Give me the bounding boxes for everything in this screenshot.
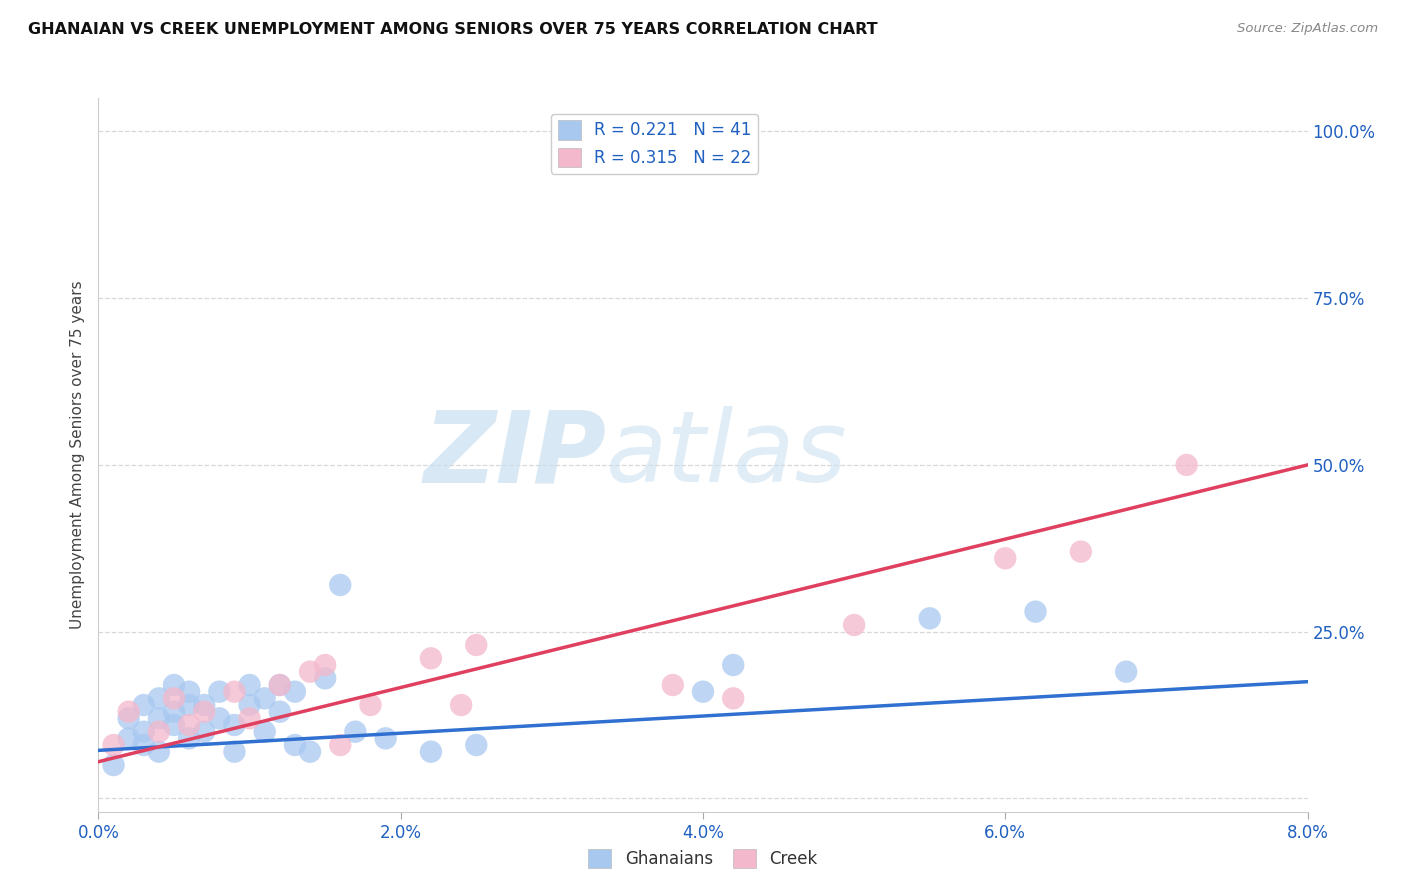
Point xyxy=(359,698,381,712)
Point xyxy=(179,718,201,732)
Point xyxy=(132,698,155,712)
Point xyxy=(723,691,745,706)
Point xyxy=(208,684,231,698)
Point xyxy=(239,698,262,712)
Point xyxy=(148,691,170,706)
Point xyxy=(284,684,307,698)
Point xyxy=(1070,544,1092,558)
Point xyxy=(994,551,1017,566)
Point xyxy=(103,738,125,752)
Point xyxy=(148,724,170,739)
Point xyxy=(118,731,141,746)
Text: ZIP: ZIP xyxy=(423,407,606,503)
Text: atlas: atlas xyxy=(606,407,848,503)
Point xyxy=(661,678,683,692)
Point xyxy=(1115,665,1137,679)
Point xyxy=(1024,605,1046,619)
Point xyxy=(465,738,488,752)
Point xyxy=(148,745,170,759)
Point xyxy=(723,658,745,673)
Point xyxy=(269,678,291,692)
Text: Source: ZipAtlas.com: Source: ZipAtlas.com xyxy=(1237,22,1378,36)
Point xyxy=(179,731,201,746)
Point xyxy=(465,638,488,652)
Point xyxy=(193,698,215,712)
Point xyxy=(239,711,262,725)
Point xyxy=(163,678,186,692)
Point xyxy=(179,684,201,698)
Point xyxy=(132,724,155,739)
Point xyxy=(918,611,941,625)
Point xyxy=(299,665,322,679)
Point xyxy=(374,731,396,746)
Y-axis label: Unemployment Among Seniors over 75 years: Unemployment Among Seniors over 75 years xyxy=(69,281,84,629)
Point xyxy=(103,758,125,772)
Point xyxy=(844,618,866,632)
Point xyxy=(329,738,352,752)
Point xyxy=(148,711,170,725)
Point xyxy=(239,678,262,692)
Point xyxy=(692,684,714,698)
Point xyxy=(118,705,141,719)
Point xyxy=(193,705,215,719)
Point xyxy=(269,678,291,692)
Point xyxy=(450,698,472,712)
Point xyxy=(314,671,336,685)
Point xyxy=(179,698,201,712)
Point xyxy=(253,724,276,739)
Point xyxy=(193,724,215,739)
Point xyxy=(344,724,367,739)
Point xyxy=(329,578,352,592)
Point xyxy=(163,705,186,719)
Point xyxy=(253,691,276,706)
Point xyxy=(419,651,441,665)
Text: GHANAIAN VS CREEK UNEMPLOYMENT AMONG SENIORS OVER 75 YEARS CORRELATION CHART: GHANAIAN VS CREEK UNEMPLOYMENT AMONG SEN… xyxy=(28,22,877,37)
Point xyxy=(132,738,155,752)
Legend: Ghanaians, Creek: Ghanaians, Creek xyxy=(582,842,824,875)
Point xyxy=(1175,458,1198,472)
Point xyxy=(224,745,246,759)
Point xyxy=(224,684,246,698)
Point xyxy=(163,718,186,732)
Point xyxy=(284,738,307,752)
Point xyxy=(269,705,291,719)
Point xyxy=(208,711,231,725)
Point xyxy=(224,718,246,732)
Point xyxy=(118,711,141,725)
Point xyxy=(314,658,336,673)
Point xyxy=(163,691,186,706)
Point xyxy=(299,745,322,759)
Point xyxy=(419,745,441,759)
